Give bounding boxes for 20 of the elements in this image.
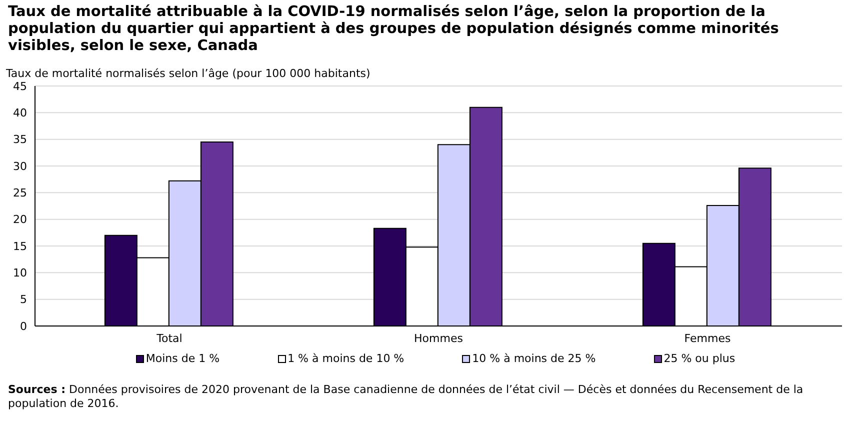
y-tick-label: 40 [13, 106, 27, 120]
legend-label: 1 % à moins de 10 % [286, 352, 404, 365]
y-tick-label: 30 [13, 160, 27, 173]
x-tick-label: Hommes [414, 332, 464, 345]
chart-title: Taux de mortalité attribuable à la COVID-19 normalisés selon l’âge, selon la proportion de la population du quartier qui appartient à des groupes de population désignés comme minorités visibles, selon le sexe, Canada [8, 4, 780, 55]
x-tick-label: Total [156, 332, 182, 345]
y-tick-label: 0 [20, 320, 27, 333]
y-tick-label: 10 [13, 266, 27, 280]
y-tick-label: 5 [20, 293, 27, 306]
x-tick-label: Femmes [684, 332, 731, 345]
legend-label: 10 % à moins de 25 % [471, 352, 596, 365]
y-tick-label: 45 [13, 80, 27, 93]
y-tick-label: 15 [13, 240, 27, 253]
legend-label: Moins de 1 % [144, 352, 220, 365]
y-tick-label: 35 [13, 133, 27, 146]
legend-label: 25 % ou plus [662, 352, 736, 365]
y-tick-label: 20 [13, 213, 27, 226]
source-note: Sources : Données provisoires de 2020 provenant de la Base canadienne de données de l’état civil — Décès et données du Recensement de la population de 2016. [8, 383, 804, 410]
y-tick-label: 25 [13, 186, 27, 200]
y-axis-title: Taux de mortalité normalisés selon l’âge (pour 100 000 habitants) [6, 67, 372, 80]
